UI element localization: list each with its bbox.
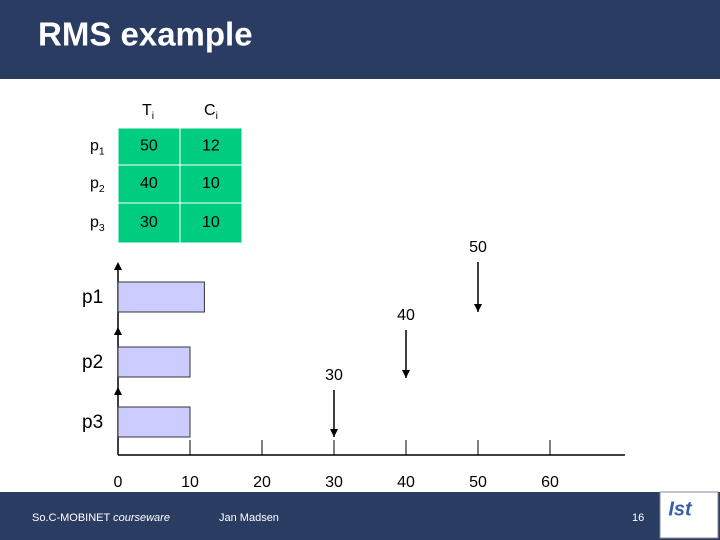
table-value: 10: [202, 214, 220, 231]
tick-label: 20: [253, 474, 271, 491]
table-cell: [117, 202, 181, 244]
execution-bar: [117, 406, 191, 438]
row-label-sub: 3: [99, 223, 105, 234]
process-label: p1: [82, 287, 103, 308]
table-value: 12: [202, 138, 220, 155]
tick-label: 0: [114, 474, 123, 491]
process-label: p2: [82, 352, 103, 373]
row-label: p2: [90, 175, 105, 195]
deadline-label: 50: [469, 239, 487, 256]
footer-band: [0, 492, 720, 540]
logo: [659, 491, 719, 539]
slide-title: RMS example: [38, 16, 253, 53]
column-header: Ci: [204, 102, 218, 122]
deadline-arrow-head: [402, 370, 410, 378]
table-cell: [179, 202, 243, 244]
header-band: [0, 0, 720, 79]
release-arrow: [114, 262, 122, 270]
table-value: 30: [140, 214, 158, 231]
row-label-sub: 2: [99, 184, 105, 195]
row-label-sub: 1: [99, 146, 105, 157]
table-value: 50: [140, 138, 158, 155]
table-cell: [179, 164, 243, 204]
deadline-label: 40: [397, 307, 415, 324]
release-arrow: [114, 387, 122, 395]
column-header-base: C: [204, 102, 216, 119]
page-number: 16: [632, 512, 644, 524]
release-arrow: [114, 327, 122, 335]
tick-label: 30: [325, 474, 343, 491]
logo-text: Ist: [668, 498, 693, 520]
column-header-sub: i: [216, 111, 218, 122]
table-value: 10: [202, 175, 220, 192]
deadline-arrow-head: [474, 304, 482, 312]
row-label-base: p: [90, 175, 99, 192]
row-label-base: p: [90, 214, 99, 231]
deadline-arrow-head: [330, 429, 338, 437]
execution-bar: [117, 281, 205, 313]
execution-bar: [117, 346, 191, 378]
column-header: Ti: [142, 102, 154, 122]
process-label: p3: [82, 412, 103, 433]
row-label-base: p: [90, 138, 99, 155]
column-header-base: T: [142, 102, 152, 119]
tick-label: 60: [541, 474, 559, 491]
tick-label: 50: [469, 474, 487, 491]
table-cell: [117, 164, 181, 204]
column-header-sub: i: [152, 111, 154, 122]
table-value: 40: [140, 175, 158, 192]
tick-label: 40: [397, 474, 415, 491]
footer-left: So.C-MOBINET courseware: [32, 512, 170, 524]
tick-label: 10: [181, 474, 199, 491]
deadline-label: 30: [325, 367, 343, 384]
footer-author: Jan Madsen: [219, 512, 279, 524]
table-cell: [179, 127, 243, 166]
row-label: p3: [90, 214, 105, 234]
row-label: p1: [90, 138, 105, 158]
